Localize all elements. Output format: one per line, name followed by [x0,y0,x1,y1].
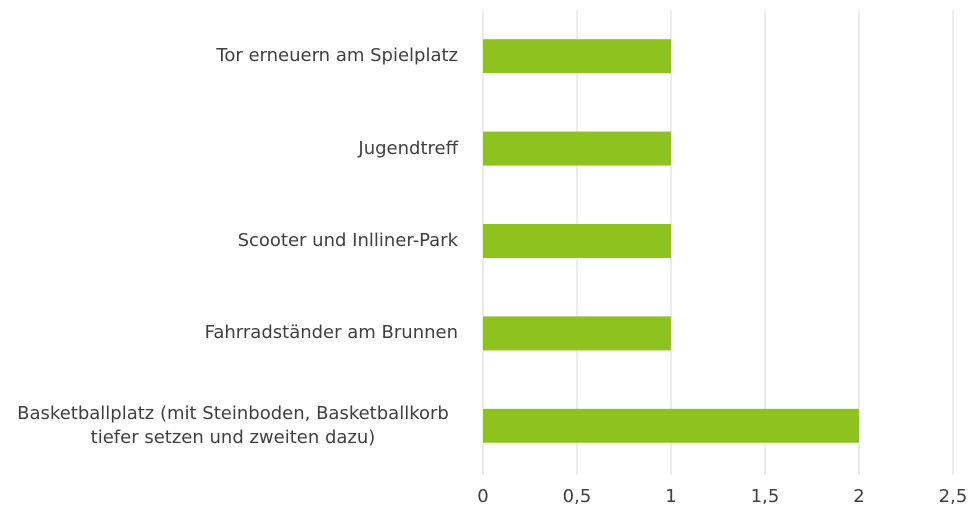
bar [483,39,671,74]
y-tick-label: Jugendtreff [358,137,458,159]
x-tick-label: 2 [853,486,864,507]
x-tick-label: 2,5 [939,486,968,507]
bar [483,224,671,258]
x-tick-label: 1 [665,486,676,507]
bar [483,408,859,443]
x-tick-label: 0 [477,486,488,507]
bar [483,316,671,351]
x-tick-label: 1,5 [751,486,780,507]
x-tick-label: 0,5 [563,486,592,507]
bar [483,131,671,166]
y-tick-label: Tor erneuern am Spielplatz [216,45,458,67]
y-tick-label: Fahrradständer am Brunnen [204,322,458,344]
y-tick-label: Scooter und Inlliner-Park [237,230,458,251]
y-tick-label: Basketballplatz (mit Steinboden, Basketb… [17,402,449,448]
